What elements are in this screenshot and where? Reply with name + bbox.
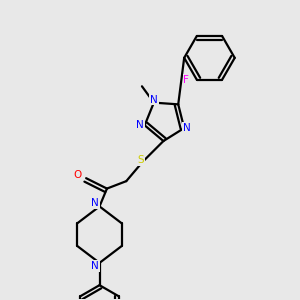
Text: N: N: [136, 120, 144, 130]
Text: N: N: [91, 261, 99, 271]
Text: N: N: [91, 198, 99, 208]
Text: N: N: [150, 95, 158, 105]
Text: O: O: [74, 169, 82, 180]
Text: N: N: [183, 123, 191, 133]
Text: F: F: [184, 75, 189, 85]
Text: S: S: [138, 155, 144, 165]
